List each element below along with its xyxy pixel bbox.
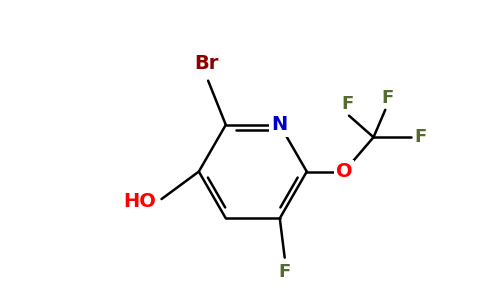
Text: F: F: [415, 128, 427, 146]
Text: Br: Br: [194, 54, 218, 73]
Text: F: F: [341, 95, 353, 113]
Text: F: F: [381, 89, 393, 107]
Text: HO: HO: [124, 191, 157, 211]
Text: O: O: [336, 162, 352, 181]
Text: F: F: [279, 262, 291, 280]
Text: N: N: [272, 115, 288, 134]
